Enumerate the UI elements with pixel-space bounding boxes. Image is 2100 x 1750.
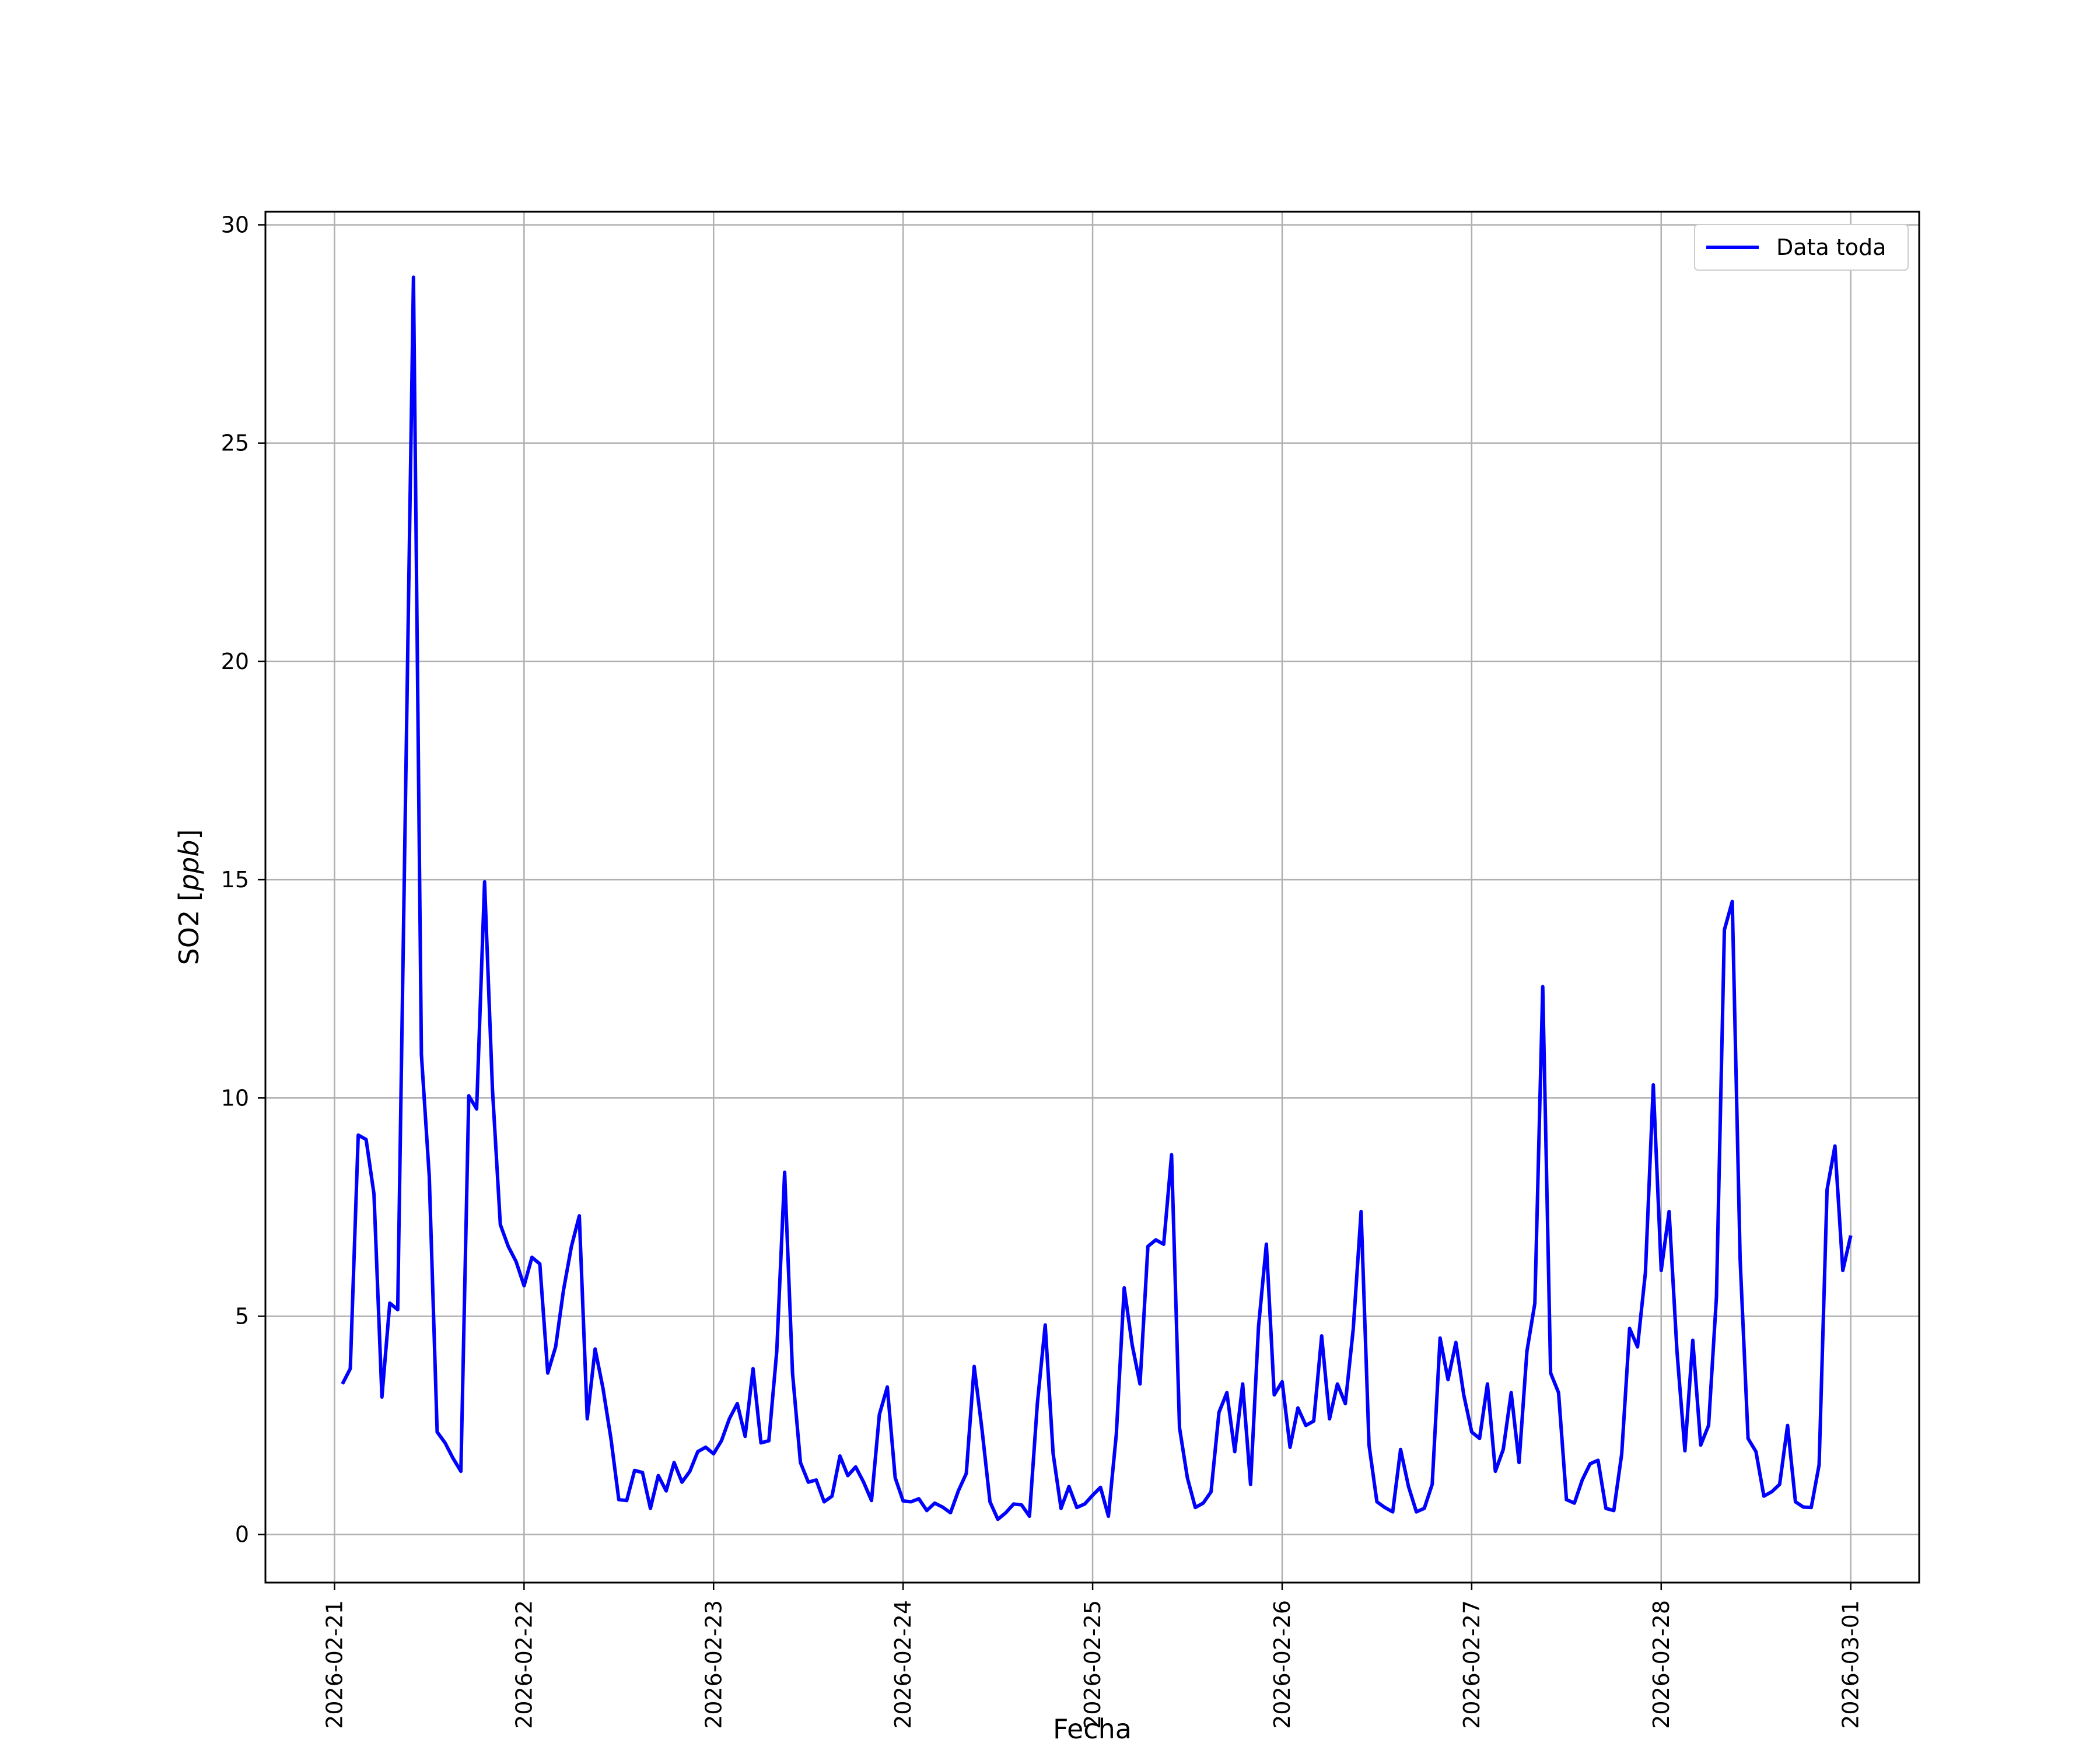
x-tick-label: 2026-02-26 bbox=[1269, 1600, 1295, 1729]
legend-box bbox=[1694, 224, 1909, 271]
legend-entry-data-toda: Data toda bbox=[1776, 235, 1886, 260]
grid-lines bbox=[265, 212, 1919, 1583]
y-axis-label-unit: ppb bbox=[173, 840, 205, 892]
y-tick-label: 25 bbox=[221, 430, 249, 456]
x-tick-label: 2026-02-28 bbox=[1648, 1600, 1674, 1729]
y-axis-ticks: 0 5 10 15 20 25 30 bbox=[221, 212, 265, 1548]
y-tick-label: 20 bbox=[221, 649, 249, 674]
x-axis-label: Fecha bbox=[1053, 1713, 1132, 1745]
y-tick-label: 5 bbox=[235, 1303, 249, 1329]
series-line-0 bbox=[341, 275, 1853, 1521]
x-tick-label: 2026-02-27 bbox=[1459, 1600, 1485, 1729]
y-tick-label: 0 bbox=[235, 1522, 249, 1548]
x-tick-label: 2026-02-25 bbox=[1080, 1600, 1105, 1729]
legend: Data toda bbox=[1694, 224, 1909, 271]
x-tick-label: 2026-02-24 bbox=[890, 1600, 916, 1729]
y-tick-label: 15 bbox=[221, 867, 249, 892]
x-tick-label: 2026-03-01 bbox=[1838, 1600, 1864, 1729]
x-tick-label: 2026-02-21 bbox=[321, 1600, 347, 1729]
x-tick-label: 2026-02-23 bbox=[701, 1600, 726, 1729]
y-axis-label-suffix: ] bbox=[173, 830, 205, 840]
plot-area bbox=[341, 275, 1853, 1521]
y-tick-label: 30 bbox=[221, 212, 249, 237]
x-tick-label: 2026-02-22 bbox=[511, 1600, 537, 1729]
y-axis-label-prefix: SO2 [ bbox=[173, 891, 205, 965]
x-axis-ticks: 2026-02-21 2026-02-22 2026-02-23 2026-02-24… bbox=[321, 1583, 1864, 1729]
y-tick-label: 10 bbox=[221, 1085, 249, 1111]
y-axis-label: SO2 [ppb] bbox=[173, 830, 205, 965]
